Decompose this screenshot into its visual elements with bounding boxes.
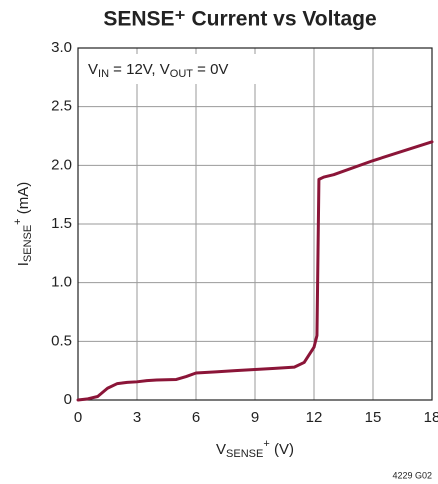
data-line (76, 140, 434, 402)
x-axis-label: VSENSE+ (V) (216, 438, 294, 460)
y-label-part: SENSE (22, 225, 34, 262)
y-tick-label: 1.5 (51, 215, 72, 232)
plot-frame (77, 47, 433, 401)
x-label-part: (V) (270, 441, 294, 458)
annotation-box (80, 54, 262, 84)
y-label-part: + (12, 218, 24, 224)
x-tick-label: 3 (133, 409, 141, 426)
y-tick-label: 0 (64, 391, 72, 408)
chart-title: SENSE⁺ Current vs Voltage (103, 8, 376, 31)
x-label-part: + (263, 438, 269, 450)
x-tick-label: 15 (365, 409, 382, 426)
annotation-part: = 0V (193, 61, 228, 78)
y-tick-label: 0.5 (51, 332, 72, 349)
x-tick-label: 18 (424, 409, 438, 426)
annotation: VIN = 12V, VOUT = 0V (88, 61, 228, 80)
x-label-part: V (216, 441, 226, 458)
annotation-part: IN (98, 68, 109, 80)
footnote: 4229 G02 (392, 470, 432, 480)
x-tick-label: 9 (251, 409, 259, 426)
x-tick-label: 12 (306, 409, 323, 426)
y-tick-label: 1.0 (51, 274, 72, 291)
y-tick-label: 3.0 (51, 39, 72, 56)
x-tick-label: 0 (74, 409, 82, 426)
y-axis-label: ISENSE+ (mA) (12, 182, 34, 267)
y-tick-label: 2.5 (51, 98, 72, 115)
y-tick-label: 2.0 (51, 156, 72, 173)
x-tick-label: 6 (192, 409, 200, 426)
annotation-part: = 12V, V (109, 61, 170, 78)
y-label-part: (mA) (15, 182, 32, 219)
annotation-part: V (88, 61, 98, 78)
x-label-part: SENSE (226, 448, 263, 460)
annotation-part: OUT (170, 68, 194, 80)
y-label-part: I (15, 262, 32, 266)
